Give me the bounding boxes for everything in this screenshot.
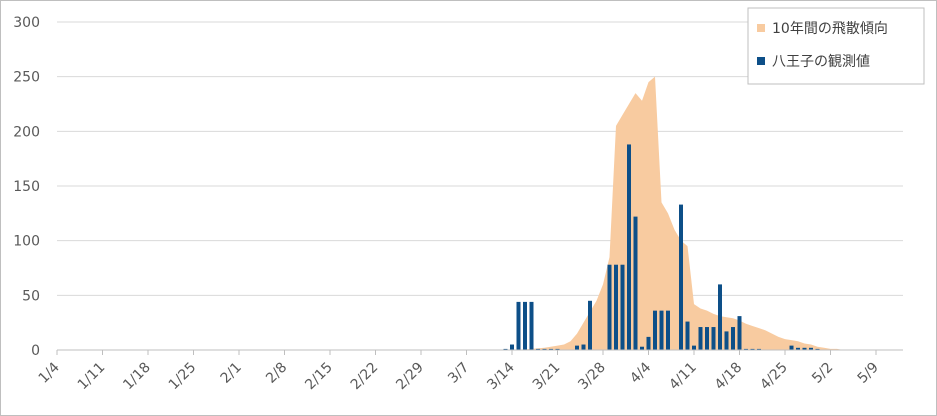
observation-bar-3-30 — [614, 264, 618, 350]
observation-bar-3-15 — [516, 301, 521, 350]
x-tick-label-3-28: 3/28 — [575, 360, 609, 394]
x-tick-label-2-22: 2/22 — [348, 360, 382, 394]
observation-bar-4-6 — [659, 310, 664, 350]
y-tick-label-50: 50 — [22, 288, 40, 304]
x-tick-label-2-8: 2/8 — [263, 360, 290, 387]
observation-bar-3-24 — [575, 345, 579, 350]
trend-area-layer — [512, 76, 844, 351]
legend-label-observed: 八王子の観測値 — [772, 53, 870, 70]
observation-bar-4-14 — [711, 327, 716, 350]
observation-bar-4-16 — [724, 331, 729, 350]
legend-swatch-observed — [757, 57, 765, 65]
y-tick-label-250: 250 — [13, 70, 40, 86]
x-tick-label-4-25: 4/25 — [757, 360, 791, 394]
y-tick-labels: 0 50 100 150 200 250 300 — [13, 15, 40, 359]
x-tick-labels: 1/4 1/11 1/18 1/25 2/1 2/8 2/15 2/22 2/29 3/7 3/14… — [36, 359, 882, 393]
observation-bar-3-17 — [529, 301, 534, 350]
legend-label-trend: 10年間の飛散傾向 — [772, 21, 888, 37]
y-tick-label-0: 0 — [31, 343, 40, 359]
observation-bar-3-20 — [549, 348, 553, 350]
legend: 10年間の飛散傾向 八王子の観測値 — [747, 7, 925, 85]
observation-bar-3-19 — [542, 348, 547, 350]
observation-bar-4-26 — [789, 345, 794, 350]
observation-bar-4-13 — [705, 327, 709, 350]
observation-bar-4-18 — [737, 316, 742, 350]
observation-bar-4-15 — [718, 284, 722, 350]
observation-bar-3-31 — [620, 264, 625, 350]
observation-bar-4-29 — [809, 347, 813, 350]
x-tick-label-4-18: 4/18 — [712, 360, 746, 394]
x-tick-label-3-14: 3/14 — [484, 359, 518, 393]
observation-bar-3-16 — [523, 301, 527, 350]
observation-bar-4-4 — [646, 336, 651, 350]
observation-bar-4-2 — [633, 216, 638, 350]
observation-bar-3-21 — [555, 348, 560, 350]
observation-bar-4-20 — [750, 348, 755, 350]
x-tick-label-5-2: 5/2 — [809, 360, 836, 387]
observation-bar-4-17 — [731, 327, 735, 350]
x-tick-label-1-4: 1/4 — [36, 359, 63, 386]
observation-bar-3-29 — [607, 264, 612, 350]
observation-bar-4-28 — [802, 347, 807, 350]
x-tick-label-3-21: 3/21 — [530, 360, 564, 394]
observation-bar-4-3 — [640, 346, 644, 350]
x-tick-label-4-11: 4/11 — [666, 360, 700, 394]
x-tick-label-1-11: 1/11 — [75, 360, 109, 394]
x-tick-label-5-9: 5/9 — [855, 360, 882, 387]
observation-bar-4-27 — [796, 347, 800, 350]
observation-bar-4-19 — [744, 348, 748, 350]
observation-bar-3-14 — [510, 344, 514, 350]
axes — [56, 349, 903, 355]
observation-bars-layer — [503, 144, 820, 350]
observation-bar-4-7 — [666, 310, 670, 350]
x-tick-label-1-25: 1/25 — [166, 360, 200, 394]
observation-bar-3-13 — [503, 348, 508, 350]
legend-box — [747, 7, 925, 85]
observation-bar-3-18 — [536, 348, 540, 350]
observation-bar-4-10 — [685, 321, 690, 350]
observation-bar-4-30 — [815, 348, 820, 350]
observation-bar-3-26 — [588, 300, 592, 350]
y-tick-label-300: 300 — [13, 15, 40, 31]
observation-bar-4-11 — [692, 345, 696, 350]
legend-swatch-trend — [757, 24, 765, 32]
observation-bar-4-9 — [679, 204, 683, 350]
observation-bar-3-25 — [581, 344, 586, 350]
trend-area — [512, 76, 844, 351]
x-tick-label-4-4: 4/4 — [627, 359, 654, 386]
observation-bar-4-1 — [627, 144, 631, 350]
observation-bar-4-5 — [653, 310, 657, 350]
x-tick-label-2-15: 2/15 — [302, 360, 336, 394]
observation-bar-4-12 — [698, 327, 703, 350]
x-tick-label-2-29: 2/29 — [393, 360, 427, 394]
x-tick-label-1-18: 1/18 — [120, 360, 154, 394]
y-tick-label-200: 200 — [13, 124, 40, 140]
y-tick-label-100: 100 — [13, 234, 40, 250]
x-tick-label-2-1: 2/1 — [218, 360, 245, 387]
y-tick-label-150: 150 — [13, 179, 40, 195]
x-tick-label-3-7: 3/7 — [445, 360, 472, 387]
observation-bar-4-21 — [757, 348, 761, 350]
